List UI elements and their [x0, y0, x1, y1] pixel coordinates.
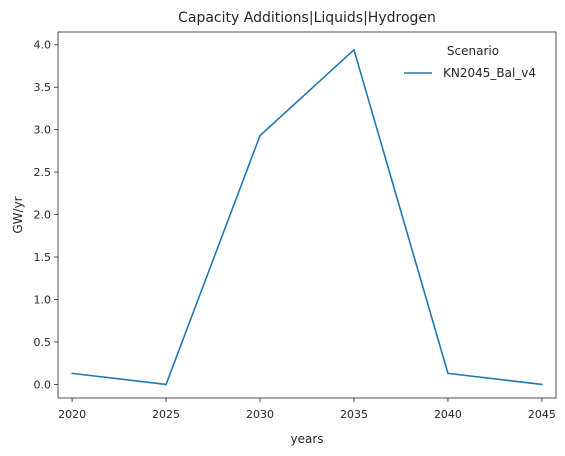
chart-title: Capacity Additions|Liquids|Hydrogen — [178, 10, 436, 26]
data-point — [447, 372, 449, 375]
data-point — [71, 372, 73, 375]
y-tick-label: 1.5 — [34, 251, 52, 264]
series-layer — [71, 49, 543, 386]
legend-entry-kn2045-bal-v4: KN2045_Bal_v4 — [443, 66, 536, 80]
series-line-0 — [71, 49, 543, 386]
y-tick-label: 4.0 — [34, 39, 52, 52]
x-axis-label: years — [290, 432, 323, 446]
y-tick-label: 2.5 — [34, 166, 52, 179]
y-tick-label: 0.5 — [34, 336, 52, 349]
x-tick-label: 2035 — [340, 408, 368, 421]
legend-title: Scenario — [447, 44, 499, 58]
y-tick-label: 3.5 — [34, 81, 52, 94]
legend: Scenario KN2045_Bal_v4 — [404, 44, 536, 80]
y-axis-label: GW/yr — [11, 196, 25, 233]
y-tick-label: 0.0 — [34, 378, 52, 391]
data-point — [259, 134, 261, 137]
y-tick-label: 3.0 — [34, 124, 52, 137]
x-tick-label: 2025 — [152, 408, 180, 421]
y-axis: 0.0 0.5 1.0 1.5 2.0 2.5 3.0 3.5 4.0 — [34, 39, 58, 391]
data-point — [541, 383, 543, 386]
data-point — [165, 383, 167, 386]
x-tick-label: 2030 — [246, 408, 274, 421]
x-tick-label: 2045 — [528, 408, 556, 421]
data-point — [353, 49, 355, 51]
x-axis: 2020 2025 2030 2035 2040 2045 — [58, 398, 556, 421]
y-tick-label: 1.0 — [34, 293, 52, 306]
x-tick-label: 2020 — [58, 408, 86, 421]
y-tick-label: 2.0 — [34, 209, 52, 222]
x-tick-label: 2040 — [434, 408, 462, 421]
plot-frame — [57, 31, 557, 399]
